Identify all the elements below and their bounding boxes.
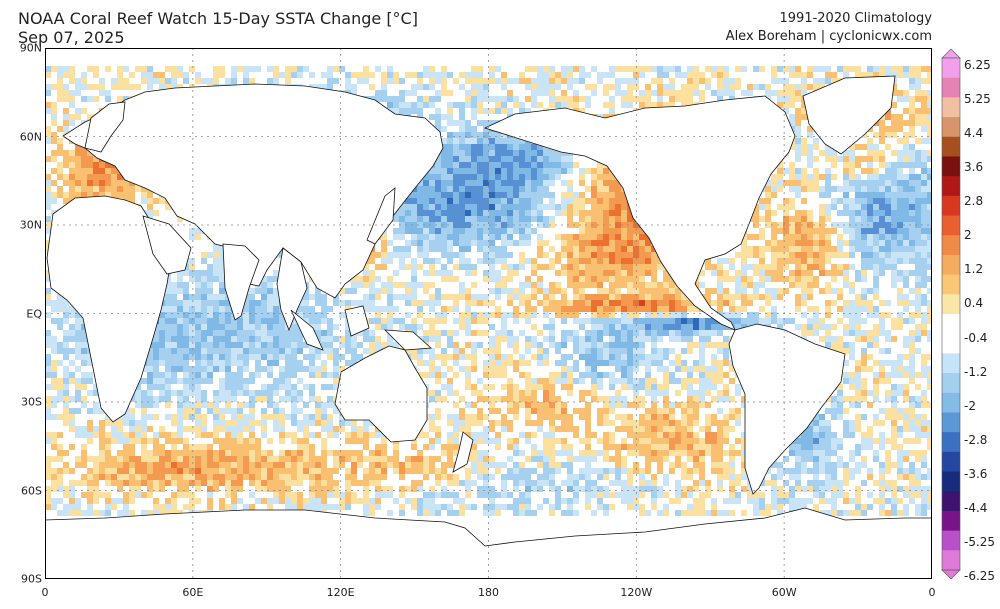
colorbar-swatch xyxy=(942,510,960,532)
lat-label: 60S xyxy=(21,484,42,497)
sumatra-land xyxy=(290,309,324,351)
colorbar-label: 0.4 xyxy=(964,296,984,311)
map-frame xyxy=(45,48,932,579)
climatology-label: 1991-2020 Climatology xyxy=(779,11,932,26)
colorbar-swatch xyxy=(942,451,960,473)
colorbar-label: 4.4 xyxy=(964,126,984,141)
lat-label: 90N xyxy=(19,41,42,55)
colorbar-label: -1.2 xyxy=(964,364,988,379)
ssta-map xyxy=(45,48,932,579)
lat-label: 30N xyxy=(19,218,42,232)
colorbar-label: -6.25 xyxy=(964,569,996,583)
map-date: Sep 07, 2025 xyxy=(18,28,125,47)
japan-land xyxy=(366,187,396,245)
graticule xyxy=(45,48,932,579)
colorbar-label: 2 xyxy=(964,228,972,243)
lon-label: 120W xyxy=(620,586,653,599)
map-title: NOAA Coral Reef Watch 15-Day SSTA Change… xyxy=(18,9,418,28)
colorbar-label: -2.8 xyxy=(964,432,988,447)
colorbar-swatch xyxy=(942,97,960,118)
lon-label: 120E xyxy=(326,586,355,599)
credit-label: Alex Boreham | cyclonicwx.com xyxy=(725,29,932,44)
india-land xyxy=(222,243,260,321)
lat-label: 60N xyxy=(19,130,42,143)
colorbar-label: 3.6 xyxy=(964,160,984,175)
colorbar-max-arrow xyxy=(941,48,961,59)
se-asia-land xyxy=(276,247,308,332)
australia-land xyxy=(334,345,428,443)
lon-label: 60E xyxy=(182,586,204,599)
colorbar-swatch xyxy=(942,117,960,138)
colorbar-min-arrow xyxy=(941,569,961,580)
colorbar-swatch xyxy=(942,176,960,197)
colorbar-label: -2 xyxy=(964,398,976,413)
colorbar-label: 5.25 xyxy=(964,92,991,107)
colorbar-label: -3.6 xyxy=(964,466,988,481)
scandinavia-land xyxy=(84,101,126,153)
colorbar-swatch xyxy=(942,412,960,433)
land-masses xyxy=(45,75,932,579)
lon-label: 0 xyxy=(41,586,49,599)
north-america-land xyxy=(483,95,796,331)
lon-label: 0 xyxy=(928,586,936,599)
colorbar-swatch xyxy=(942,254,960,276)
colorbar-swatch xyxy=(942,294,960,315)
colorbar-label: 2.8 xyxy=(964,194,984,209)
colorbar-swatch xyxy=(942,333,960,354)
colorbar-swatch xyxy=(942,392,960,413)
colorbar-swatch xyxy=(942,235,960,256)
africa-land xyxy=(46,195,172,423)
colorbar-label: 6.25 xyxy=(964,58,991,72)
colorbar-label: -0.4 xyxy=(964,330,988,345)
lon-label: 60W xyxy=(771,586,797,599)
lat-label: 90S xyxy=(21,572,42,586)
colorbar-label: -5.25 xyxy=(964,534,996,549)
new-guinea-land xyxy=(383,329,432,351)
colorbar-swatch xyxy=(942,215,960,236)
colorbar-swatch xyxy=(942,156,960,177)
colorbar-swatch xyxy=(942,314,960,335)
colorbar-swatch xyxy=(942,58,960,79)
colorbar-swatch xyxy=(942,136,960,157)
arabia-land xyxy=(142,215,192,275)
colorbar-swatch xyxy=(942,491,960,512)
south-america-land xyxy=(728,323,846,495)
lon-label: 180 xyxy=(478,586,499,599)
colorbar-swatch xyxy=(942,432,960,453)
antarctica-land xyxy=(45,507,932,579)
colorbar-swatch xyxy=(942,274,960,295)
colorbar-swatch xyxy=(942,471,960,492)
lat-label: 30S xyxy=(21,395,42,409)
colorbar-swatch xyxy=(942,373,960,394)
lat-label: EQ xyxy=(26,307,42,320)
colorbar-swatch xyxy=(942,550,960,571)
colorbar-swatch xyxy=(942,195,960,217)
colorbar-swatch xyxy=(942,530,960,551)
colorbar-swatch xyxy=(942,353,960,374)
colorbar xyxy=(941,48,961,580)
new-zealand-land xyxy=(452,431,474,473)
colorbar-label: 1.2 xyxy=(964,262,984,277)
greenland-land xyxy=(802,75,896,155)
eurasia-land xyxy=(62,83,444,299)
colorbar-swatch xyxy=(942,77,960,98)
colorbar-label: -4.4 xyxy=(964,500,988,515)
